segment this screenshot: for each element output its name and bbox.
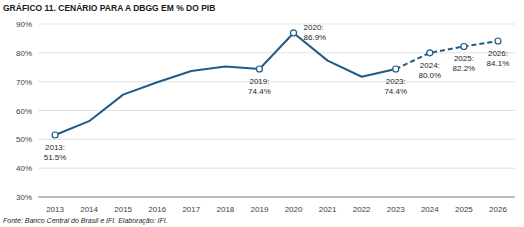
annotation: 80.0% [418,71,441,80]
y-tick-label: 70% [16,78,32,87]
marker [461,43,467,49]
x-tick-label: 2013 [46,205,64,214]
annotation: 84.1% [487,59,510,68]
annotation: 2020: [304,23,324,32]
y-tick-label: 60% [16,107,32,116]
grid-line [38,168,515,169]
series-line [55,33,396,135]
x-tick-label: 2014 [80,205,98,214]
x-tick-label: 2024 [421,205,439,214]
annotation: 82.2% [453,64,476,73]
annotation: 2026: [488,49,508,58]
annotation: 74.4% [384,87,407,96]
x-tick-label: 2016 [148,205,166,214]
x-tick-label: 2015 [114,205,132,214]
chart: GRÁFICO 11. CENÁRIO PARA A DBGG EM % DO … [0,0,524,227]
x-tick-label: 2019 [251,205,269,214]
annotation: 86.9% [304,33,327,42]
annotations: 2013:51.5%2019:74.4%2020:86.9%2023:74.4%… [44,23,510,162]
source: Fonte: Banco Central do Brasil e IFI. El… [3,217,168,225]
x-axis [38,197,515,198]
annotation: 2023: [386,77,406,86]
marker [291,30,297,36]
x-tick-label: 2022 [353,205,371,214]
annotation: 2024: [420,61,440,70]
annotation: 2019: [249,77,269,86]
annotation: 51.5% [44,153,67,162]
grid-line [38,197,515,198]
marker [52,132,58,138]
annotation: 74.4% [248,87,271,96]
x-tick-label: 2017 [182,205,200,214]
y-tick-label: 80% [16,49,32,58]
grid-line [38,139,515,140]
series-line [396,41,498,69]
grid-line [38,24,515,25]
x-tick-label: 2021 [319,205,337,214]
marker [393,66,399,72]
marker [495,38,501,44]
y-tick-label: 50% [16,135,32,144]
x-tick-label: 2018 [216,205,234,214]
y-tick-label: 40% [16,164,32,173]
x-tick-label: 2025 [455,205,473,214]
marker [427,50,433,56]
grid-line [38,110,515,111]
annotation: 2025: [454,54,474,63]
plot-area [52,30,501,138]
y-tick-label: 30% [16,193,32,202]
annotation: 2013: [45,143,65,152]
grid-line [38,81,515,82]
x-tick-label: 2020 [285,205,303,214]
title: GRÁFICO 11. CENÁRIO PARA A DBGG EM % DO … [3,3,215,13]
marker [256,66,262,72]
x-tick-label: 2023 [387,205,405,214]
y-tick-label: 90% [16,20,32,29]
grid-line [38,52,515,53]
x-tick-label: 2026 [489,205,507,214]
